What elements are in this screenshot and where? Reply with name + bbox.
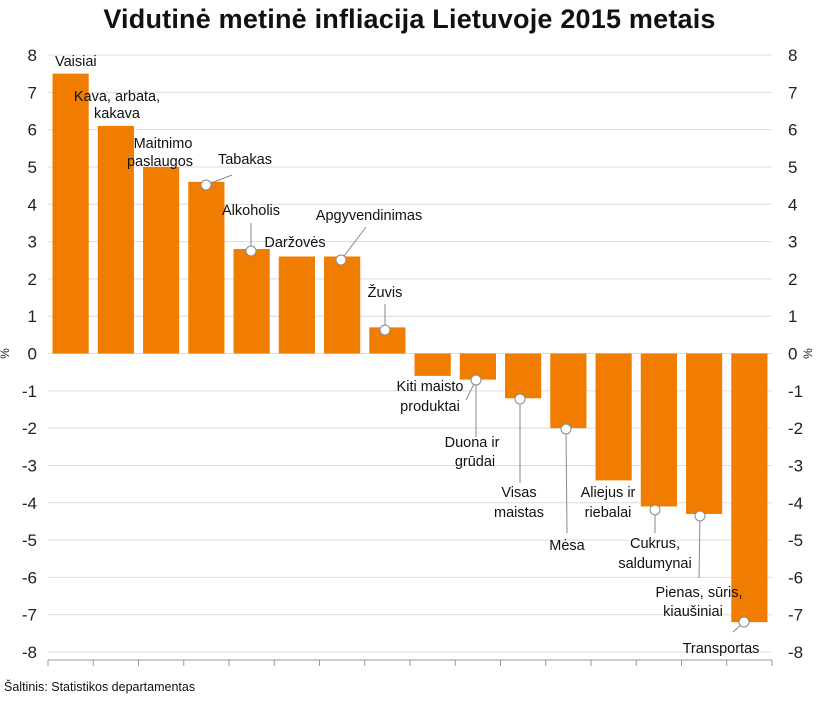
category-label: saldumynai (618, 556, 691, 572)
leader-marker (379, 324, 391, 336)
bar (143, 166, 180, 354)
bar (324, 256, 361, 354)
y-tick-label-left: 7 (28, 83, 37, 102)
y-tick-label-right: 5 (788, 158, 797, 177)
category-label: Žuvis (368, 284, 403, 301)
y-tick-label-left: -1 (22, 382, 37, 401)
bar (505, 353, 542, 399)
category-label: Kava, arbata, (74, 89, 160, 105)
bar (595, 353, 632, 481)
y-tick-label-left: 3 (28, 233, 37, 252)
source-note: Šaltinis: Statistikos departamentas (4, 680, 196, 694)
category-label: Tabakas (218, 152, 272, 168)
y-tick-label-left: 1 (28, 307, 37, 326)
chart-title: Vidutinė metinė infliacija Lietuvoje 201… (103, 4, 716, 34)
y-tick-label-right: -7 (788, 606, 803, 625)
category-label: Transportas (683, 641, 760, 657)
category-label: Aliejus ir (581, 485, 636, 501)
category-label: Visas (501, 485, 536, 501)
category-label: Daržovės (264, 235, 325, 251)
leader-marker (738, 616, 750, 628)
y-tick-label-left: -5 (22, 531, 37, 550)
category-label: Mėsa (549, 538, 585, 554)
y-tick-label-left: 2 (28, 270, 37, 289)
y-tick-label-left: 6 (28, 121, 37, 140)
category-label: Apgyvendinimas (316, 208, 422, 224)
category-label: grūdai (455, 454, 495, 470)
y-tick-label-left: 5 (28, 158, 37, 177)
leader-marker (560, 423, 572, 435)
category-label: kakava (94, 106, 141, 122)
y-tick-label-left: 0 (28, 345, 37, 364)
category-label: Vaisiai (55, 54, 97, 70)
leader-marker (470, 374, 482, 386)
y-tick-label-right: -4 (788, 494, 803, 513)
y-tick-label-left: -3 (22, 456, 37, 475)
bar (233, 249, 270, 354)
bar (731, 353, 768, 623)
category-label: kiaušiniai (663, 604, 723, 620)
y-tick-label-left: 8 (28, 46, 37, 65)
bar (278, 256, 315, 354)
bar (188, 181, 225, 354)
leader-line (698, 515, 701, 579)
category-label: Alkoholis (222, 203, 280, 219)
y-axis-unit-right: % (801, 348, 815, 359)
bar (640, 353, 677, 507)
bar (52, 73, 89, 354)
leader-line (340, 226, 367, 261)
category-label: Maitnimo (134, 136, 193, 152)
y-tick-label-right: -1 (788, 382, 803, 401)
leader-marker (649, 504, 661, 516)
category-label: riebalai (585, 505, 632, 521)
y-tick-label-right: 0 (788, 345, 797, 364)
leader-marker (335, 254, 347, 266)
leader-marker (200, 179, 212, 191)
axes: 8 8 7 7 6 6 5 5 4 4 3 3 2 2 1 1 0 0 -1 -1 -2 -2 -3 -3 -4 -4 -5 -5 -6… (0, 46, 815, 666)
y-tick-label-right: 8 (788, 46, 797, 65)
y-tick-label-right: 3 (788, 233, 797, 252)
y-tick-label-right: 2 (788, 270, 797, 289)
category-label: Kiti maisto (397, 379, 464, 395)
bar (686, 353, 723, 514)
y-tick-label-right: -3 (788, 456, 803, 475)
y-tick-label-left: 4 (28, 195, 37, 214)
y-tick-label-left: -6 (22, 568, 37, 587)
y-tick-label-right: 6 (788, 121, 797, 140)
leader-marker (514, 393, 526, 405)
bar (97, 125, 134, 354)
category-label: maistas (494, 505, 544, 521)
y-tick-label-right: 1 (788, 307, 797, 326)
leader-marker (694, 510, 706, 522)
y-tick-label-left: -2 (22, 419, 37, 438)
category-label: produktai (400, 399, 460, 415)
category-label: Duona ir (445, 435, 500, 451)
bars (52, 73, 768, 623)
y-tick-label-right: -6 (788, 568, 803, 587)
bar (550, 353, 587, 429)
y-tick-label-left: -4 (22, 494, 37, 513)
category-label: paslaugos (127, 154, 193, 170)
y-tick-label-right: -2 (788, 419, 803, 438)
y-tick-label-left: -7 (22, 606, 37, 625)
leader-line (565, 428, 568, 534)
y-tick-label-right: 4 (788, 195, 797, 214)
y-axis-unit-left: % (0, 348, 12, 359)
y-tick-label-right: -5 (788, 531, 803, 550)
category-label: Cukrus, (630, 536, 680, 552)
y-tick-label-right: 7 (788, 83, 797, 102)
y-tick-label-left: -8 (22, 643, 37, 662)
leader-lines (200, 174, 750, 633)
category-labels: Vaisiai Kava, arbata,kakava Maitnimo paslau… (55, 54, 759, 657)
leader-marker (245, 245, 257, 257)
y-tick-label-right: -8 (788, 643, 803, 662)
category-label: Pienas, sūris, (655, 585, 742, 601)
bar (414, 353, 451, 376)
